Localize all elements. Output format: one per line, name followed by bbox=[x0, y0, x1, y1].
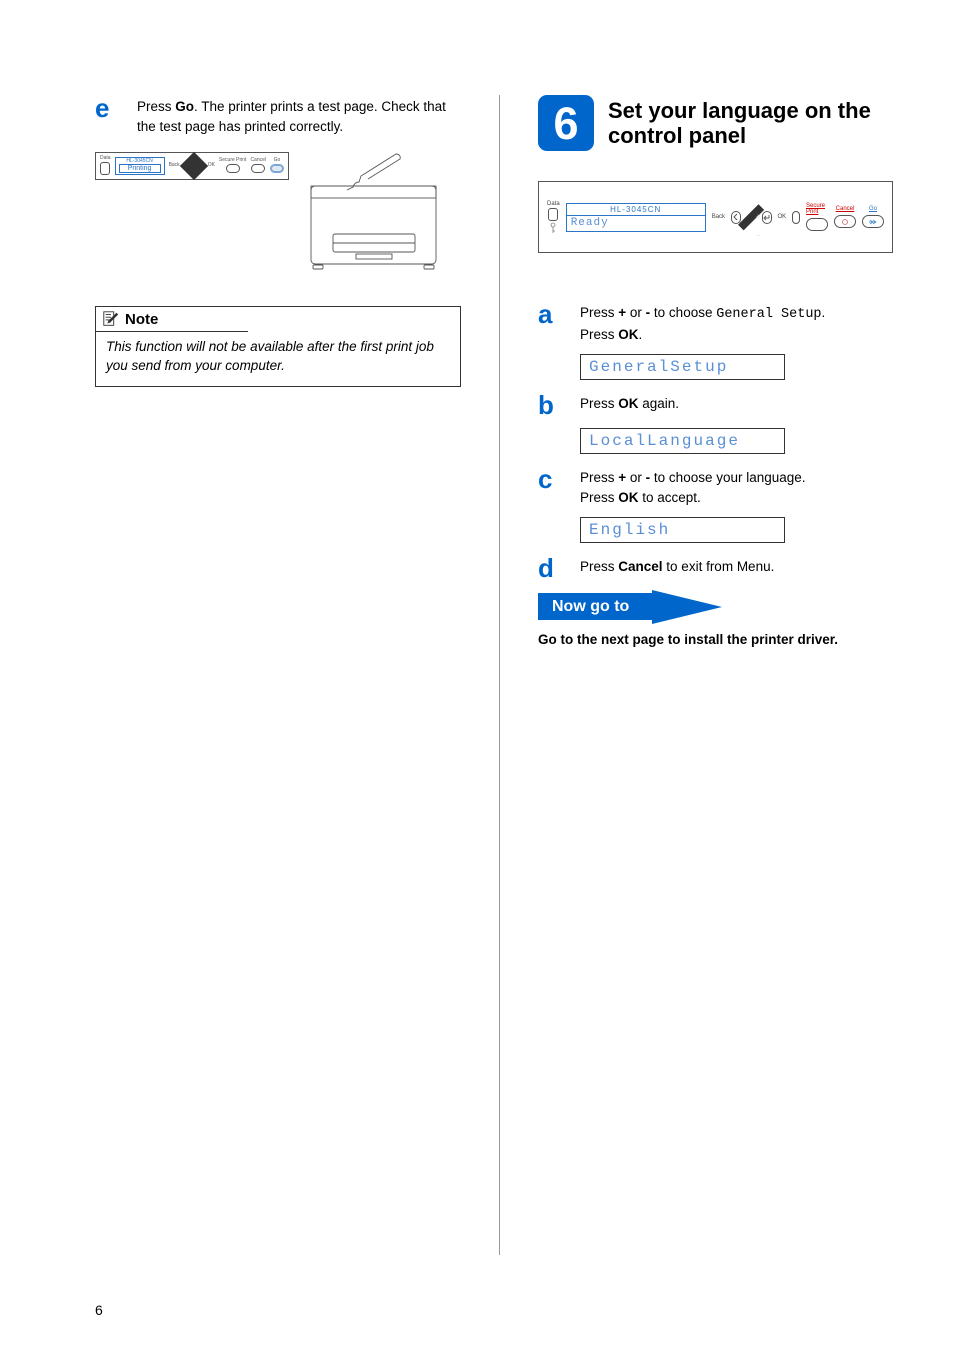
lcd-english: English bbox=[580, 517, 785, 543]
b: OK bbox=[618, 396, 638, 411]
t: again. bbox=[639, 396, 680, 411]
back-label: Back bbox=[712, 214, 725, 220]
t: Press bbox=[580, 490, 618, 505]
secure-button-icon bbox=[226, 164, 240, 173]
step-e: e Press Go. The printer prints a test pa… bbox=[95, 95, 461, 136]
go-label: Go bbox=[869, 206, 877, 212]
go-button-icon bbox=[862, 215, 884, 228]
bold-go: Go bbox=[175, 99, 194, 114]
data-led-icon bbox=[100, 162, 110, 175]
now-go-to-arrow: Now go to bbox=[538, 593, 904, 620]
step-b-text: Press OK again. bbox=[580, 392, 679, 418]
nav-diamond-icon: +− bbox=[738, 204, 764, 230]
hand-press-printer-icon bbox=[301, 146, 451, 276]
step-c-text: Press + or - to choose your language. Pr… bbox=[580, 466, 806, 507]
note-title: Note bbox=[125, 311, 158, 328]
section-title: Set your language on the control panel bbox=[608, 98, 904, 149]
page: e Press Go. The printer prints a test pa… bbox=[0, 0, 954, 1350]
right-column: 6 Set your language on the control panel… bbox=[538, 95, 904, 1320]
printer-illustration: Data HL-3045CN Printing Back OK Secure P… bbox=[95, 146, 461, 281]
b: + bbox=[618, 305, 626, 320]
b: + bbox=[618, 470, 626, 485]
step-letter-c: c bbox=[538, 466, 562, 507]
control-panel-illustration: Data HL-3045CN Ready Back +− OK Secure P… bbox=[538, 181, 893, 253]
ok-button-icon bbox=[792, 211, 800, 224]
now-go-to-label: Now go to bbox=[538, 593, 653, 620]
svg-text:+: + bbox=[756, 213, 760, 220]
t: Press bbox=[580, 396, 618, 411]
secure-button-icon bbox=[806, 218, 828, 231]
t: Press bbox=[580, 470, 618, 485]
step-d-text: Press Cancel to exit from Menu. bbox=[580, 555, 774, 581]
t: to accept. bbox=[639, 490, 701, 505]
mono: General Setup bbox=[716, 307, 821, 322]
step-letter-d: d bbox=[538, 555, 562, 581]
txt: Press bbox=[137, 99, 175, 114]
lcd-local-language: Local Language bbox=[580, 428, 785, 454]
left-column: e Press Go. The printer prints a test pa… bbox=[95, 95, 461, 1320]
note-body: This function will not be available afte… bbox=[96, 332, 460, 386]
model-text: HL-3045CN bbox=[566, 203, 706, 215]
b: OK bbox=[618, 327, 638, 342]
section-number: 6 bbox=[538, 95, 594, 151]
lcd-general-setup: General Setup bbox=[580, 354, 785, 380]
step-b: b Press OK again. bbox=[538, 392, 904, 418]
nav-diamond-icon bbox=[180, 151, 208, 179]
step-d: d Press Cancel to exit from Menu. bbox=[538, 555, 904, 581]
step-e-text: Press Go. The printer prints a test page… bbox=[137, 95, 461, 136]
svg-text:−: − bbox=[756, 232, 760, 239]
cancel-button-icon bbox=[251, 164, 265, 173]
cancel-button-icon bbox=[834, 215, 856, 228]
ok-label: OK bbox=[208, 163, 215, 168]
lcd-display: Ready bbox=[566, 215, 706, 232]
lcd-wrap: HL-3045CN Ready bbox=[566, 203, 706, 232]
data-label: Data bbox=[100, 156, 111, 161]
go-button-highlight-icon bbox=[270, 164, 284, 173]
t: . bbox=[822, 305, 826, 320]
t: Press bbox=[580, 305, 618, 320]
step-a: a Press + or - to choose General Setup. … bbox=[538, 301, 904, 344]
secure-label: Secure Print bbox=[219, 158, 247, 163]
b: OK bbox=[618, 490, 638, 505]
cancel-label: Cancel bbox=[836, 206, 855, 212]
go-label: Go bbox=[274, 158, 281, 163]
note-pencil-icon bbox=[102, 310, 120, 328]
lcd-small: HL-3045CN Printing bbox=[115, 157, 165, 175]
arrow-tip-icon bbox=[652, 590, 722, 624]
key-icon bbox=[550, 222, 556, 234]
t: Press bbox=[580, 559, 618, 574]
data-led-icon bbox=[548, 208, 558, 221]
section-header: 6 Set your language on the control panel bbox=[538, 95, 904, 151]
ok-label: OK bbox=[778, 214, 787, 220]
b: Cancel bbox=[618, 559, 662, 574]
final-instruction: Go to the next page to install the print… bbox=[538, 632, 904, 647]
t: to choose bbox=[650, 305, 716, 320]
step-letter-b: b bbox=[538, 392, 562, 418]
back-label: Back bbox=[169, 163, 180, 168]
page-number: 6 bbox=[95, 1302, 103, 1318]
data-label: Data bbox=[547, 201, 560, 207]
lcd-text: Printing bbox=[119, 164, 161, 173]
t: . bbox=[639, 327, 643, 342]
step-a-text: Press + or - to choose General Setup. Pr… bbox=[580, 301, 825, 344]
small-control-panel: Data HL-3045CN Printing Back OK Secure P… bbox=[95, 152, 289, 180]
step-c: c Press + or - to choose your language. … bbox=[538, 466, 904, 507]
t: Press bbox=[580, 327, 618, 342]
secure-label: Secure Print bbox=[806, 203, 828, 215]
t: to exit from Menu. bbox=[663, 559, 775, 574]
step-letter-a: a bbox=[538, 301, 562, 344]
note-box: Note This function will not be available… bbox=[95, 306, 461, 387]
cancel-label: Cancel bbox=[250, 158, 266, 163]
note-header: Note bbox=[96, 307, 248, 332]
t: or bbox=[626, 470, 646, 485]
t: to choose your language. bbox=[650, 470, 805, 485]
t: or bbox=[626, 305, 646, 320]
step-letter-e: e bbox=[95, 95, 119, 136]
column-divider bbox=[499, 95, 500, 1255]
